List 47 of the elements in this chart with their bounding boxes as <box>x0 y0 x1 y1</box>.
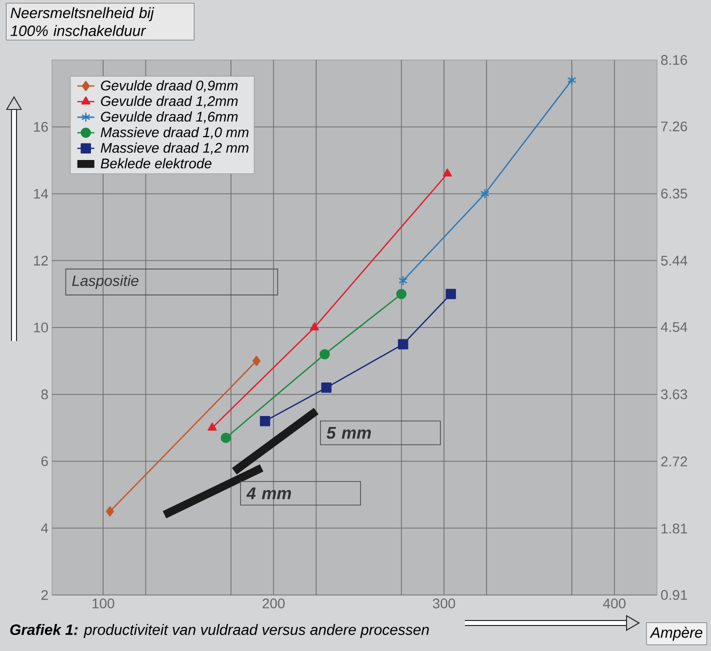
annotation: 4 mm <box>246 488 292 500</box>
point <box>208 422 217 431</box>
point <box>321 382 332 393</box>
point <box>260 416 270 426</box>
legend-label: Gevulde draad 0,9mm <box>101 80 238 92</box>
point <box>398 276 408 286</box>
y2-tick-label: 2.72 <box>661 456 687 466</box>
legend-label: Gevulde draad 1,2mm <box>101 96 238 108</box>
x-tick-label: 100 <box>92 598 114 608</box>
point <box>106 506 114 517</box>
y2-tick-label: 6.35 <box>661 188 688 198</box>
y2-tick-label: 5.44 <box>661 256 688 266</box>
x-axis-title: Ampère <box>650 626 702 641</box>
y-tick-label: 16 <box>34 122 48 132</box>
point <box>396 288 407 300</box>
x-tick-label: 300 <box>432 598 456 608</box>
point <box>320 349 330 360</box>
text: Grafiek 1: productiviteit van vuldraad versus andere processen <box>10 624 429 638</box>
point <box>446 288 456 300</box>
y2-tick-label: 0.91 <box>661 590 687 600</box>
legend-label: Massieve draad 1,0 mm <box>100 126 248 139</box>
legend-label: Beklede elektrode <box>100 158 212 168</box>
annotation: 5 mm <box>326 426 371 439</box>
y2-tick-label: 7.26 <box>661 121 688 132</box>
x-tick-label: 200 <box>262 598 285 608</box>
y2-tick-label: 8.16 <box>661 55 688 65</box>
point <box>252 356 261 366</box>
y-tick-label: 10 <box>34 322 48 332</box>
y2-tick-label: 3.63 <box>661 389 688 400</box>
y-tick-label: 6 <box>41 456 48 466</box>
y-axis-title: Neersmeltsnelheid bij 100% inschakelduur <box>10 7 154 36</box>
point <box>398 339 408 350</box>
legend-label: Massieve draad 1,2 mm <box>100 142 248 154</box>
x-tick-label: 400 <box>603 598 626 608</box>
y-tick-label: 12 <box>34 256 48 266</box>
point <box>480 188 490 199</box>
y-tick-label: 8 <box>41 389 48 400</box>
y2-tick-label: 1.81 <box>662 524 687 534</box>
point <box>220 432 231 443</box>
y-tick-label: 14 <box>34 188 48 199</box>
y-tick-label: 2 <box>41 590 48 600</box>
y-tick-label: 4 <box>41 523 48 533</box>
point <box>442 168 452 177</box>
point <box>567 74 576 86</box>
point <box>310 322 319 330</box>
legend-label: Gevulde draad 1,6mm <box>101 111 238 124</box>
y2-tick-label: 4.54 <box>660 322 688 332</box>
